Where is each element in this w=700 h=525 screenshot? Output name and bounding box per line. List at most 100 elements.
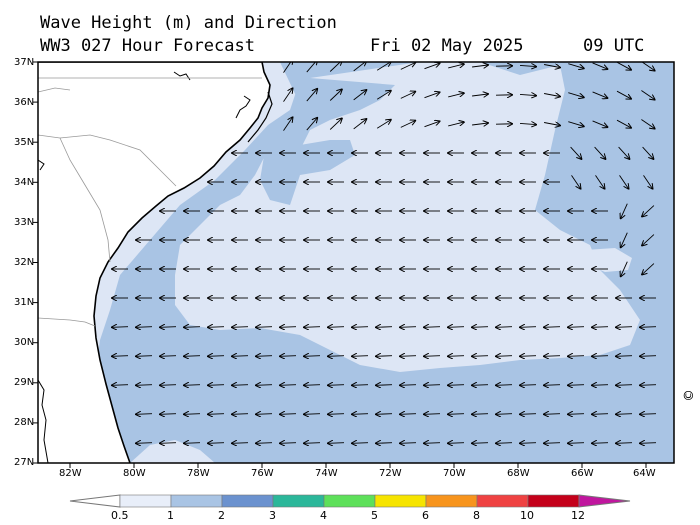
wave-direction-arrow [208,385,225,386]
legend-tick: 5 [371,509,378,522]
wave-direction-arrow [544,356,561,357]
lon-label: 70W [443,468,466,479]
lat-label: 30N [14,337,35,348]
wave-direction-arrow [640,414,657,415]
wave-direction-arrow [424,327,441,328]
wave-direction-arrow [544,443,561,444]
wave-direction-arrow [208,356,225,357]
wave-direction-arrow [232,414,249,415]
wave-direction-arrow [643,175,653,188]
wave-direction-arrow [472,414,489,415]
wave-direction-arrow [376,414,393,415]
legend-tick: 0.5 [111,509,129,522]
wave-direction-arrow [424,121,440,128]
wave-direction-arrow [621,232,628,248]
wave-direction-arrow [112,327,129,328]
colorbar-segment [221,494,274,508]
wave-direction-arrow [376,385,393,386]
wave-direction-arrow [376,120,391,129]
wave-direction-arrow [232,356,249,357]
legend-tick: 8 [473,509,480,522]
wave-direction-arrow [520,385,537,386]
colorbar-segment [476,494,529,508]
wave-direction-arrow [568,92,583,98]
wave-direction-arrow [280,327,297,328]
wave-direction-arrow [472,65,488,67]
wave-direction-arrow [400,92,415,99]
wave-direction-arrow [353,90,367,101]
lat-label: 35N [14,137,35,148]
wave-direction-arrow [160,356,177,357]
wave-direction-arrow [640,443,657,444]
wave-direction-arrow [568,385,585,386]
wave-direction-arrow [232,327,249,328]
wave-direction-arrow [400,443,417,444]
wave-direction-arrow [283,62,293,73]
wave-direction-arrow [184,443,201,444]
latitude-axis [33,61,38,464]
wave-direction-arrow [592,414,609,415]
wave-direction-arrow [496,385,513,386]
wave-direction-arrow [448,93,464,98]
forecast-time: 09 UTC [583,36,645,56]
lon-label: 78W [187,468,210,479]
wave-direction-arrow [592,62,608,69]
wave-direction-arrow [472,94,488,96]
wave-direction-arrow [448,414,465,415]
wave-direction-arrow [640,385,657,386]
wave-direction-arrow [352,443,369,444]
legend-tick: 2 [218,509,225,522]
wave-direction-arrow [306,89,317,102]
wave-direction-arrow [304,356,321,357]
lon-label: 74W [315,468,338,479]
wave-direction-arrow [568,63,583,69]
longitude-axis [69,463,647,468]
wave-direction-arrow [328,356,345,357]
colorbar-min-arrow [69,494,121,508]
lat-label: 28N [14,417,35,428]
wave-direction-arrow [544,65,560,68]
wave-direction-arrow [136,443,153,444]
wave-direction-arrow [328,443,345,444]
wave-direction-arrow [519,65,536,66]
wave-direction-arrow [595,175,605,188]
wave-direction-arrow [424,63,440,70]
legend-tick: 4 [320,509,327,522]
lat-label: 27N [14,457,35,468]
wave-direction-arrow [208,327,225,328]
wave-direction-arrow [352,385,369,386]
wave-direction-arrow [136,385,153,386]
lat-label: 29N [14,377,35,388]
wave-direction-arrow [568,414,585,415]
colorbar-segment [527,494,580,508]
wave-direction-arrow [448,356,465,357]
wave-direction-arrow [520,414,537,415]
wave-direction-arrow [400,385,417,386]
wave-field-below-1m [175,62,640,372]
lat-label: 32N [14,257,35,268]
wave-direction-arrow [472,443,489,444]
wave-direction-arrow [280,443,297,444]
wave-direction-arrow [112,356,129,357]
legend-tick: 1 [167,509,174,522]
legend-tick: 3 [269,509,276,522]
wave-direction-arrow [544,123,560,126]
wave-direction-arrow [520,327,537,328]
wave-direction-arrow [592,443,609,444]
wave-direction-arrow [619,175,629,188]
wave-direction-arrow [616,356,633,357]
wave-direction-arrow [448,443,465,444]
wave-direction-arrow [328,414,345,415]
wave-direction-arrow [544,414,561,415]
wave-direction-arrow [400,121,415,128]
lon-label: 72W [379,468,402,479]
wave-direction-arrow [280,385,297,386]
wave-direction-arrow [376,356,393,357]
wave-direction-arrow [568,356,585,357]
wave-direction-arrow [306,62,317,73]
map-title: Wave Height (m) and Direction [40,13,337,33]
wave-direction-arrow [594,146,606,159]
wave-direction-arrow [544,385,561,386]
